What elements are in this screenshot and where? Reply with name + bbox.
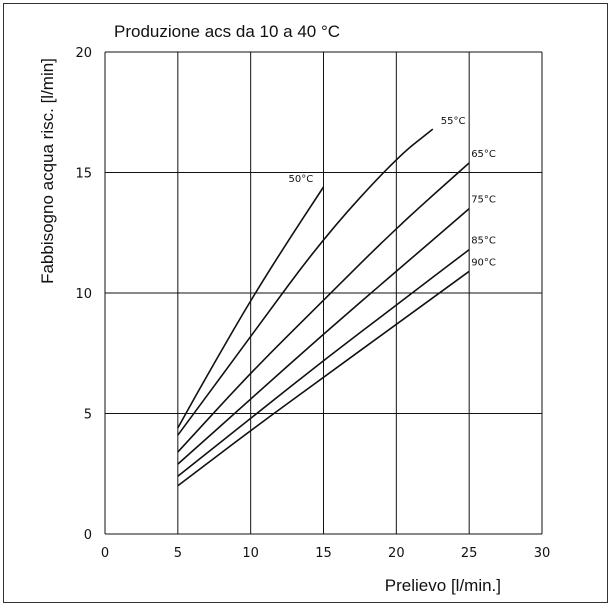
curve-line: [177, 248, 470, 477]
curve-line: [177, 128, 434, 436]
curve-label: 90°C: [471, 257, 496, 268]
x-tick-label: 10: [242, 546, 259, 561]
chart-title: Produzione acs da 10 a 40 °C: [114, 22, 340, 41]
grid-group: [104, 51, 543, 535]
x-tick-label: 25: [461, 546, 478, 561]
label-group: 50°C 55°C 65°C 75°C 85°C 90°C: [289, 116, 496, 268]
curve-group: [177, 128, 470, 487]
curve-label: 65°C: [471, 149, 496, 160]
x-tick-label: 15: [315, 546, 332, 561]
curve-line: [177, 270, 470, 487]
x-tick-label: 20: [388, 546, 405, 561]
y-tick-label: 0: [84, 528, 92, 543]
x-tick-label: 5: [174, 546, 182, 561]
curve-line: [177, 162, 470, 453]
curve-label: 55°C: [441, 116, 466, 127]
y-tick-label: 15: [75, 167, 92, 182]
curve-line: [177, 207, 470, 465]
x-tick-label: 30: [534, 546, 551, 561]
x-tick-label: 0: [101, 546, 109, 561]
curve-label: 85°C: [471, 236, 496, 247]
x-axis-label: Prelievo [l/min.]: [385, 576, 501, 595]
curve-line: [177, 186, 325, 429]
tick-group: 0 5 10 15 20 25 30 0 5 10 15 20: [75, 46, 550, 561]
y-tick-label: 5: [84, 408, 92, 423]
chart-svg: 50°C 55°C 65°C 75°C 85°C 90°C 0 5 10 15 20 25 30 0 5 1…: [38, 22, 550, 595]
y-tick-label: 20: [75, 46, 92, 61]
curve-label: 50°C: [289, 174, 314, 185]
y-tick-label: 10: [75, 287, 92, 302]
curve-label: 75°C: [471, 195, 496, 206]
chart-frame: 50°C 55°C 65°C 75°C 85°C 90°C 0 5 10 15 20 25 30 0 5 1…: [3, 3, 608, 603]
y-axis-label: Fabbisogno acqua risc. [l/min]: [38, 58, 57, 284]
